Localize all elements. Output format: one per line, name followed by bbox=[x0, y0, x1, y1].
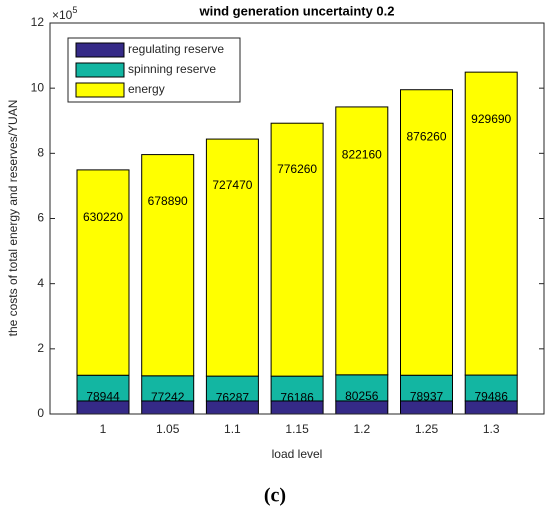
y-tick-label: 12 bbox=[31, 15, 45, 29]
x-tick-label: 1.2 bbox=[353, 422, 370, 436]
data-label: 630220 bbox=[83, 210, 123, 224]
bar-segment bbox=[464, 374, 518, 402]
x-axis-label: load level bbox=[272, 447, 323, 461]
bar-segment bbox=[76, 374, 130, 402]
y-tick-label: 8 bbox=[37, 146, 44, 160]
bar-segment bbox=[270, 375, 324, 402]
data-label: 79486 bbox=[475, 389, 509, 403]
bar-segment bbox=[335, 106, 389, 376]
bar-segment bbox=[205, 138, 259, 377]
bar-segment bbox=[464, 71, 518, 376]
legend-label: regulating reserve bbox=[128, 42, 224, 56]
caption: (c) bbox=[264, 485, 286, 507]
y-multiplier: ×105 bbox=[52, 5, 77, 22]
x-tick-label: 1.1 bbox=[224, 422, 241, 436]
data-label: 876260 bbox=[406, 130, 446, 144]
data-label: 776260 bbox=[277, 162, 317, 176]
y-tick-label: 6 bbox=[37, 211, 44, 225]
data-label: 78944 bbox=[86, 389, 120, 403]
legend: regulating reserve spinning reserve energy bbox=[67, 37, 241, 103]
data-label: 678890 bbox=[148, 194, 188, 208]
y-tick-label: 0 bbox=[37, 406, 44, 420]
legend-swatch bbox=[75, 62, 125, 78]
bar-segment bbox=[270, 122, 324, 377]
x-tick-label: 1.3 bbox=[483, 422, 500, 436]
data-label: 77242 bbox=[151, 390, 185, 404]
bar-segment bbox=[141, 375, 195, 402]
axes-box bbox=[49, 22, 545, 415]
data-label: 80256 bbox=[345, 389, 379, 403]
chart-title: wind generation uncertainty 0.2 bbox=[198, 3, 394, 18]
y-tick-label: 4 bbox=[37, 276, 44, 290]
data-label: 727470 bbox=[212, 178, 252, 192]
data-label: 76186 bbox=[280, 390, 314, 404]
bar-segment bbox=[335, 374, 389, 402]
x-tick-label: 1.05 bbox=[156, 422, 180, 436]
legend-label: energy bbox=[128, 82, 165, 96]
data-label: 929690 bbox=[471, 112, 511, 126]
x-tick-label: 1 bbox=[100, 422, 107, 436]
legend-swatch bbox=[75, 82, 125, 98]
y-axis-label: the costs of total energy and reserves/Y… bbox=[6, 100, 20, 337]
bar-segment bbox=[76, 169, 130, 376]
y-tick-label: 2 bbox=[37, 341, 44, 355]
legend-swatch bbox=[75, 42, 125, 58]
x-tick-label: 1.25 bbox=[415, 422, 439, 436]
bar-segment bbox=[400, 374, 453, 402]
data-label: 76287 bbox=[216, 390, 250, 404]
bar-segment bbox=[141, 154, 195, 377]
x-tick-label: 1.15 bbox=[285, 422, 309, 436]
y-tick-label: 10 bbox=[31, 80, 45, 94]
data-label: 78937 bbox=[410, 389, 444, 403]
legend-label: spinning reserve bbox=[128, 62, 216, 76]
bar-segment bbox=[400, 89, 453, 376]
data-label: 822160 bbox=[342, 147, 382, 161]
